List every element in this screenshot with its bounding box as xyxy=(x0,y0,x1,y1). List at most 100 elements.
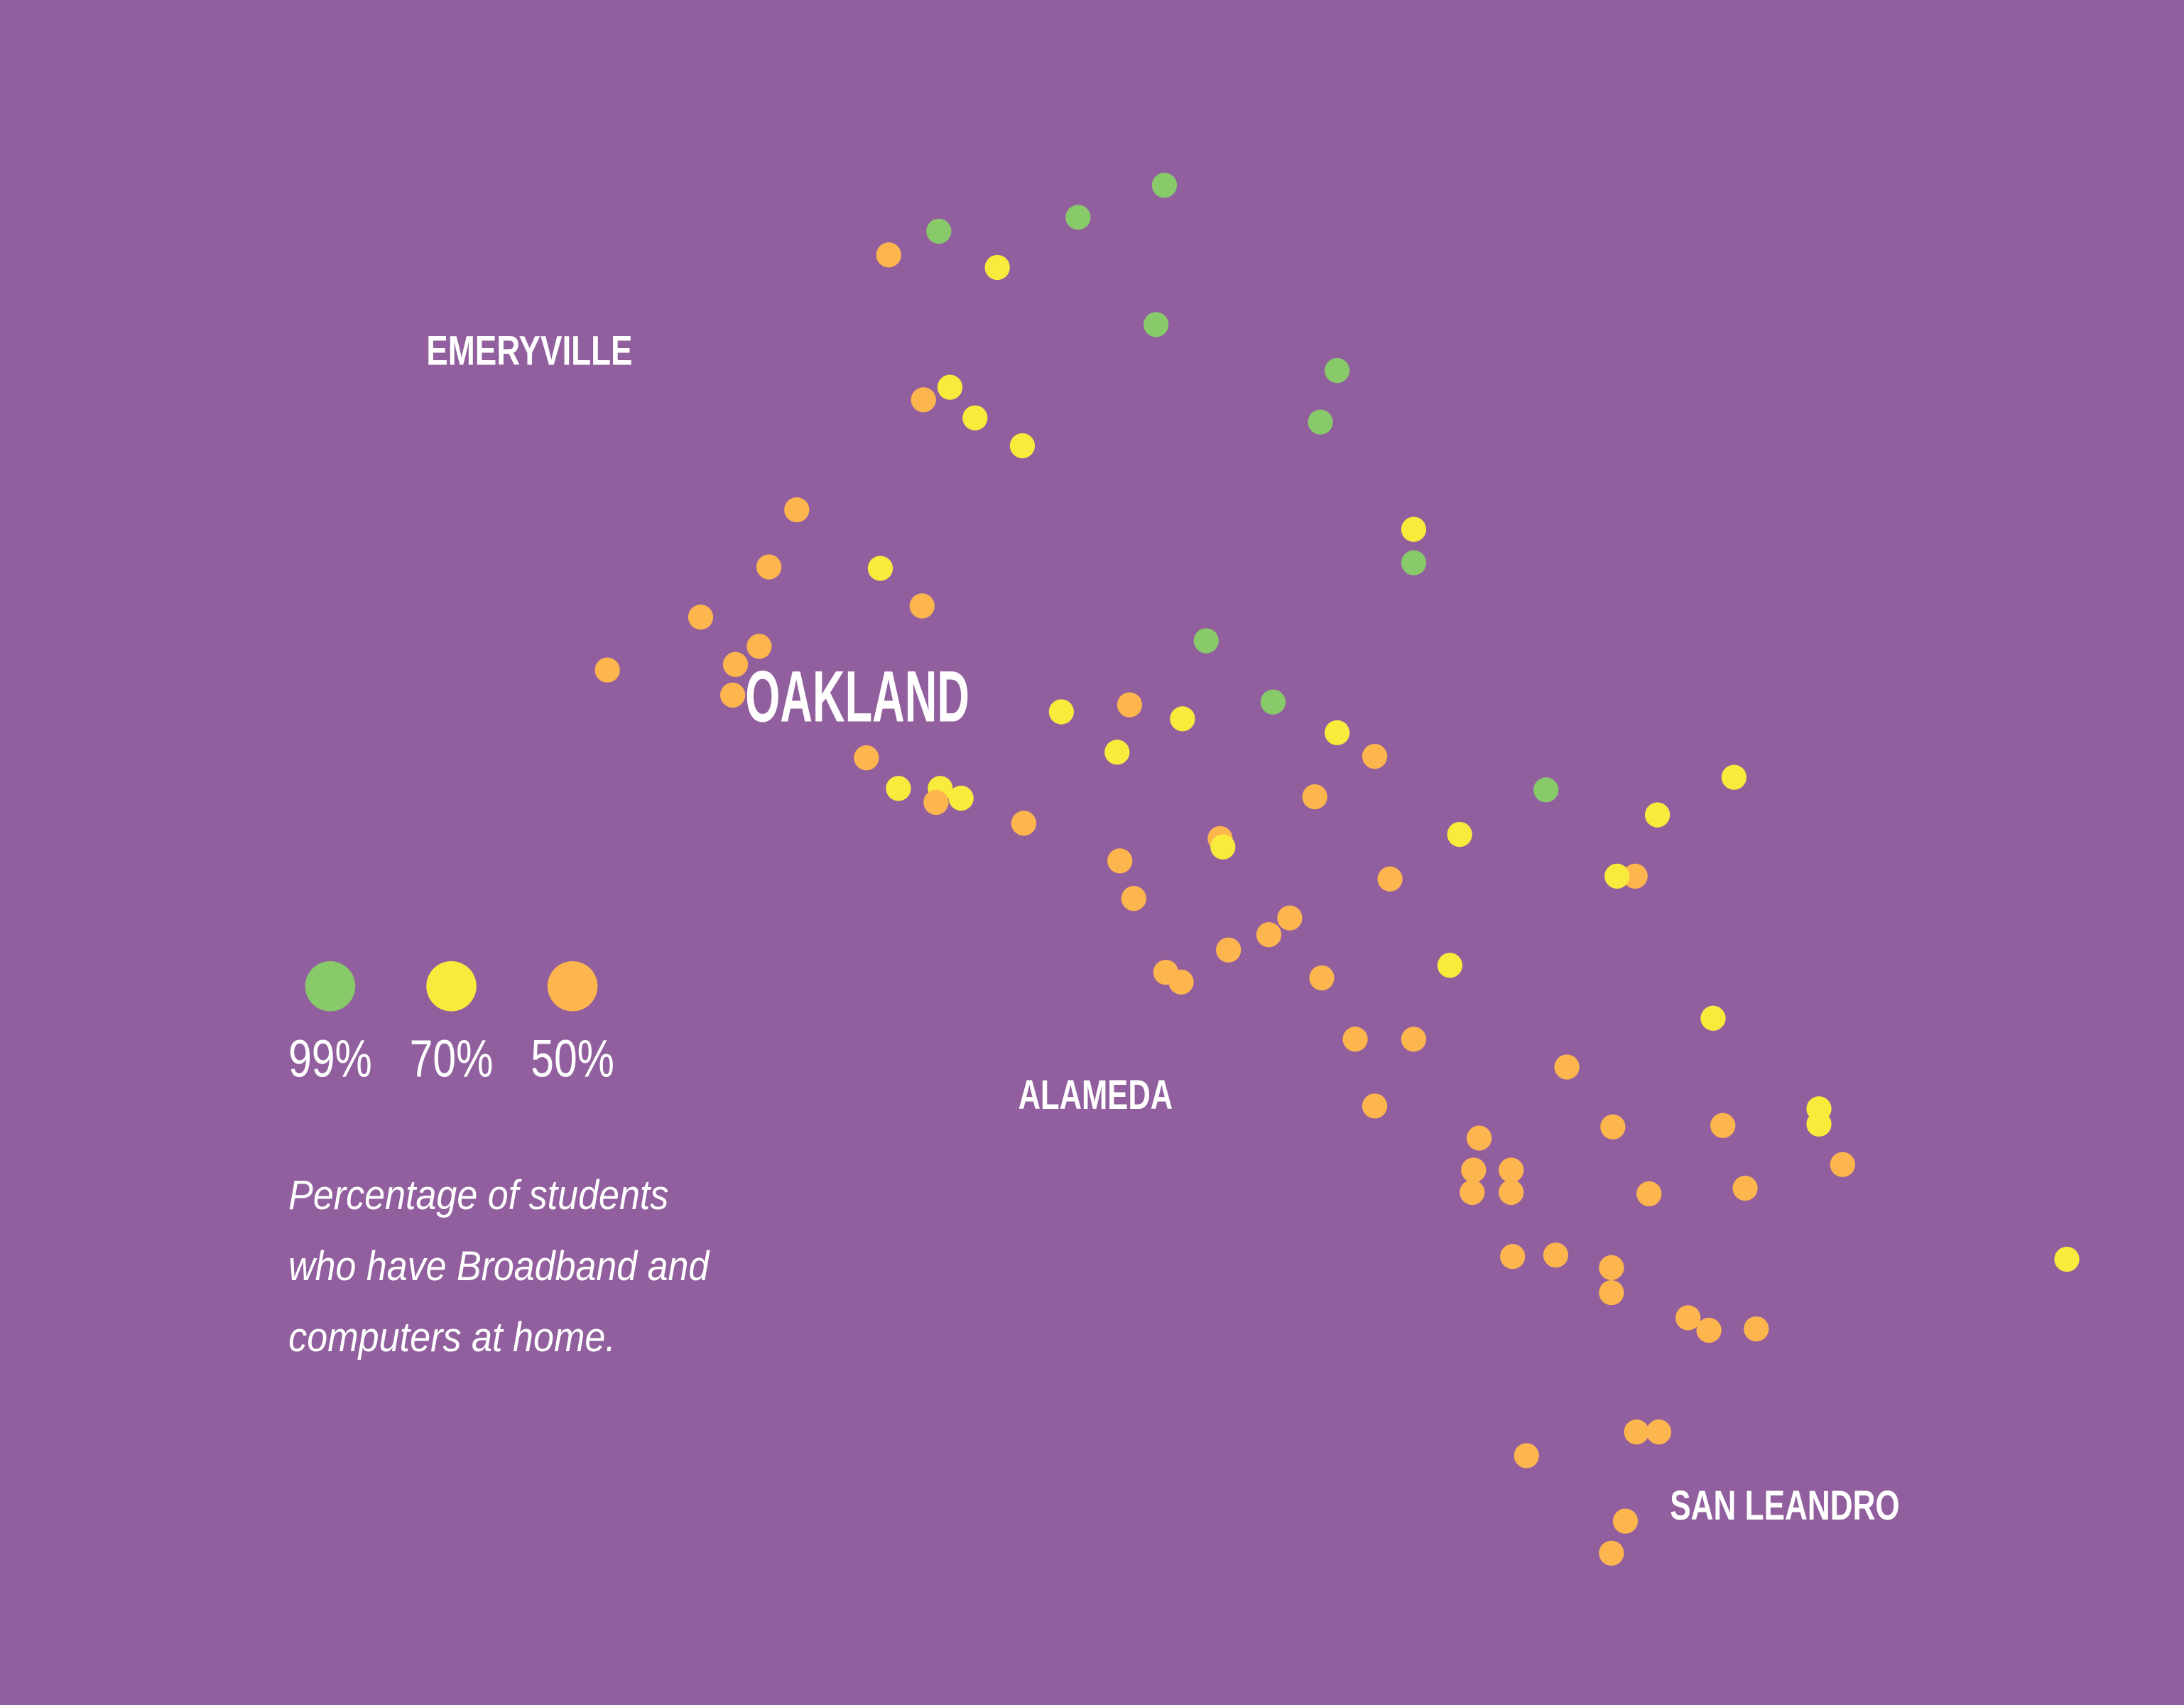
school-dot xyxy=(1599,1540,1624,1566)
school-dot xyxy=(1256,922,1282,948)
school-dot xyxy=(2054,1246,2080,1272)
school-dot xyxy=(1065,205,1091,230)
school-dot xyxy=(1499,1179,1524,1206)
school-dot xyxy=(1612,1508,1639,1534)
school-dot xyxy=(1104,740,1130,765)
dots xyxy=(594,173,2080,1566)
school-dot xyxy=(1461,1157,1487,1183)
school-dot xyxy=(1011,811,1037,836)
school-dot xyxy=(1600,1114,1626,1140)
school-dot xyxy=(1121,886,1146,911)
school-dot xyxy=(1168,969,1194,995)
place-label: ALAMEDA xyxy=(1018,1072,1173,1118)
school-dot xyxy=(1362,1093,1388,1119)
caption: who have Broadband and xyxy=(288,1243,710,1289)
school-dot xyxy=(1048,699,1075,725)
school-dot xyxy=(854,745,879,771)
school-dot xyxy=(1210,834,1236,860)
legend-swatch xyxy=(305,960,356,1012)
school-dot xyxy=(1151,173,1178,198)
school-dot xyxy=(1193,628,1219,654)
school-dot xyxy=(1009,433,1036,459)
school-dot xyxy=(1437,953,1463,978)
school-dot xyxy=(1599,1279,1624,1306)
school-dot xyxy=(1675,1305,1701,1331)
school-dot xyxy=(1170,706,1195,732)
school-dot xyxy=(909,593,935,619)
school-dot xyxy=(1646,1419,1672,1445)
school-dot xyxy=(688,604,714,630)
school-dot xyxy=(926,218,952,244)
school-dot xyxy=(1260,689,1286,715)
school-dot xyxy=(1460,1179,1485,1206)
legend-label: 50% xyxy=(531,1029,614,1088)
caption: Percentage of students xyxy=(288,1172,668,1218)
school-dot xyxy=(886,776,911,801)
school-dot xyxy=(923,789,949,816)
school-dot xyxy=(1604,863,1630,889)
school-dot xyxy=(962,405,988,431)
school-dot xyxy=(1143,312,1169,337)
school-dot xyxy=(1622,863,1648,889)
school-dot xyxy=(1514,1443,1539,1468)
school-dot xyxy=(1466,1125,1492,1151)
school-dot xyxy=(1624,1419,1649,1445)
school-dot xyxy=(911,387,936,413)
school-dot xyxy=(937,374,963,400)
school-dot xyxy=(1401,550,1427,575)
school-dot xyxy=(1744,1316,1769,1342)
school-dot xyxy=(1696,1317,1722,1343)
school-dot xyxy=(1732,1175,1758,1201)
school-dot xyxy=(1543,1243,1569,1268)
school-dot xyxy=(1277,905,1303,931)
place-label: EMERYVILLE xyxy=(426,328,632,374)
school-dot xyxy=(984,254,1010,281)
school-dot xyxy=(722,651,749,677)
school-dot xyxy=(1554,1054,1580,1080)
school-dot xyxy=(948,785,974,811)
school-dot xyxy=(756,554,782,580)
school-dot xyxy=(1309,965,1335,991)
legend: 99% 70% 50% xyxy=(288,960,614,1088)
legend-swatch xyxy=(426,960,477,1012)
school-dot xyxy=(1644,802,1670,828)
place-label: SAN LEANDRO xyxy=(1670,1483,1900,1529)
school-dot xyxy=(1362,744,1388,769)
legend-label: 70% xyxy=(410,1029,494,1088)
school-dot xyxy=(1499,1157,1524,1183)
school-dot xyxy=(1324,357,1350,384)
school-dot xyxy=(784,497,810,523)
school-dot xyxy=(1700,1005,1726,1031)
caption: computers at home. xyxy=(288,1314,616,1360)
school-dot xyxy=(1533,777,1559,803)
school-dot xyxy=(594,657,620,683)
school-dot xyxy=(876,242,901,268)
school-dot xyxy=(1117,692,1143,718)
school-dot xyxy=(1377,866,1403,892)
school-dot xyxy=(1830,1152,1856,1177)
school-dot xyxy=(719,682,746,708)
school-dot xyxy=(1107,848,1133,874)
school-dot xyxy=(1342,1027,1368,1052)
school-dot xyxy=(867,556,893,581)
school-dot xyxy=(1302,784,1327,810)
legend-label: 99% xyxy=(288,1029,372,1088)
school-dot xyxy=(1710,1113,1736,1138)
school-dot xyxy=(1599,1255,1624,1280)
school-dot xyxy=(1216,937,1242,963)
school-dot xyxy=(1308,409,1333,435)
school-dot xyxy=(1500,1243,1526,1270)
place-label: OAKLAND xyxy=(745,656,969,737)
school-dot xyxy=(1324,720,1350,746)
school-dot xyxy=(746,634,772,659)
school-dot xyxy=(1447,821,1472,848)
school-dot xyxy=(1806,1111,1832,1137)
school-dot xyxy=(1721,764,1747,790)
school-dot xyxy=(1401,1027,1427,1052)
legend-swatch xyxy=(547,960,598,1012)
school-dot xyxy=(1401,516,1427,542)
school-dot xyxy=(1636,1181,1662,1207)
